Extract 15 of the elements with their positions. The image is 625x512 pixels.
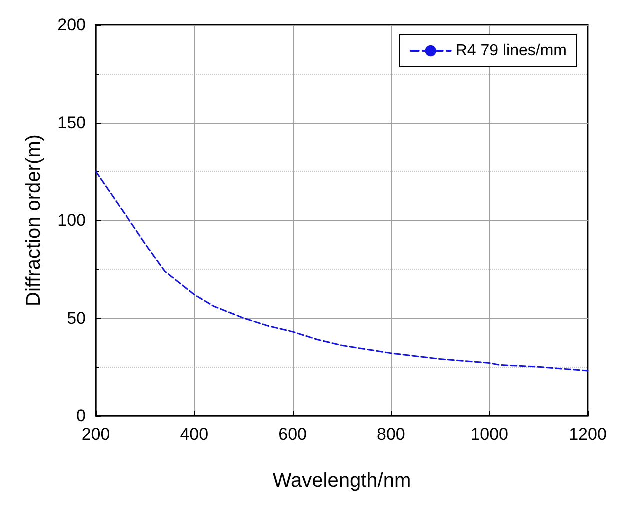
x-tick-label: 800 <box>377 425 406 444</box>
y-tick-label: 0 <box>76 406 86 426</box>
y-tick-label: 150 <box>58 113 86 132</box>
x-tick-label: 200 <box>82 425 110 444</box>
y-axis-title: Diffraction order(m) <box>23 134 45 306</box>
x-tick-label: 1000 <box>470 425 509 444</box>
x-axis-title: Wavelength/nm <box>272 470 412 492</box>
x-tick-label: 600 <box>278 425 307 444</box>
line-series <box>95 170 589 372</box>
x-tick-label: 400 <box>180 425 209 444</box>
y-tick-label: 100 <box>58 211 86 230</box>
legend-label: R4 79 lines/mm <box>456 42 568 60</box>
y-tick-label: 200 <box>58 16 86 34</box>
x-tick-label: 1200 <box>569 425 607 444</box>
y-tick-label: 50 <box>67 308 86 328</box>
